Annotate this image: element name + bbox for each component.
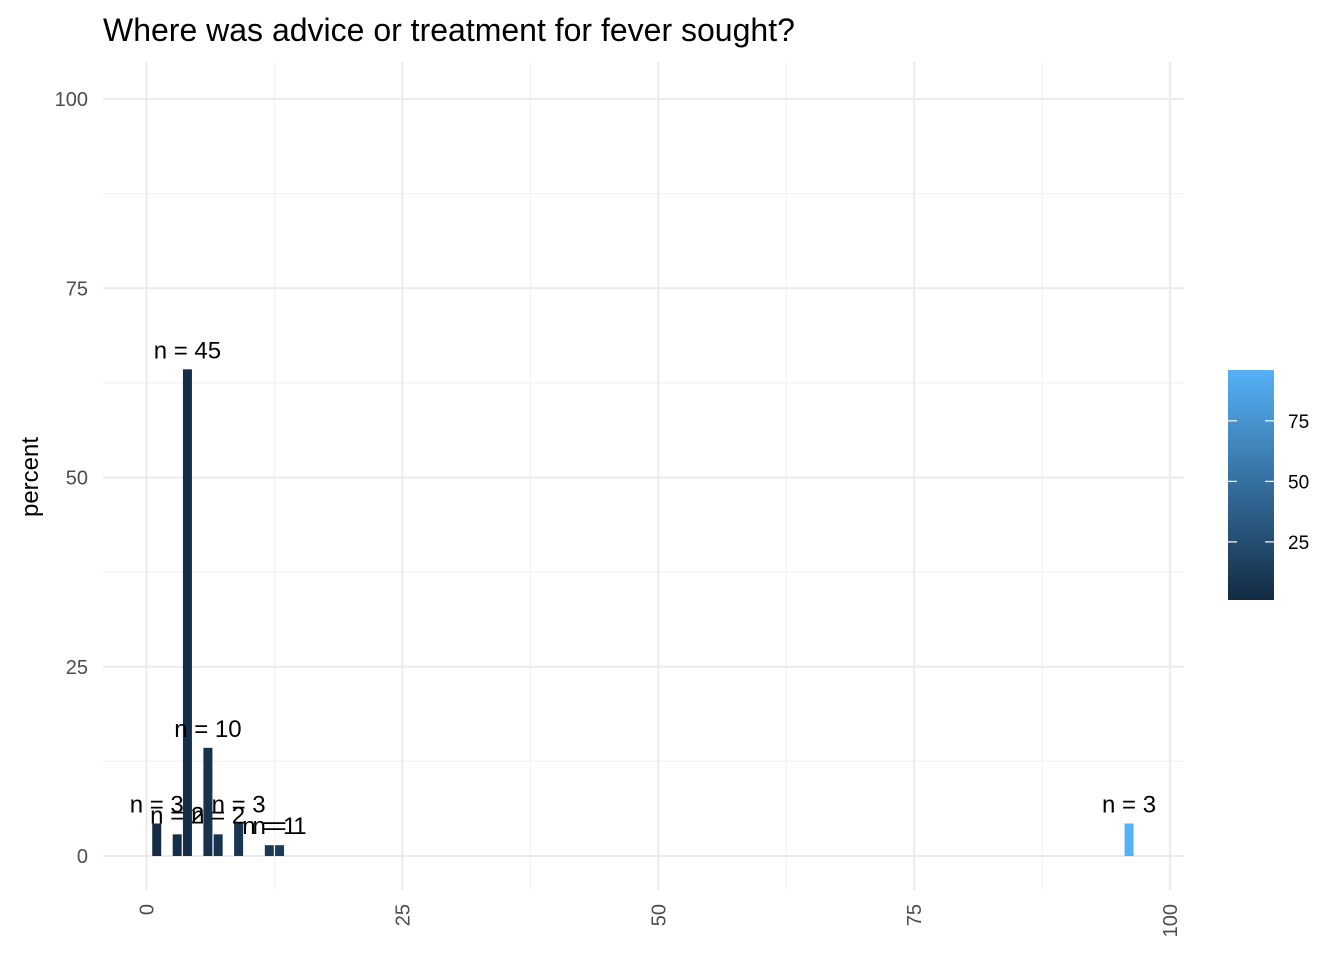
bar-data-label: n = 3 <box>130 792 184 819</box>
y-tick-label: 25 <box>66 657 88 679</box>
y-tick-label: 50 <box>66 468 88 490</box>
bar <box>213 834 223 856</box>
bar <box>264 845 274 856</box>
bar <box>152 823 162 856</box>
bar-data-label: n = 10 <box>174 716 241 743</box>
bar <box>1124 823 1134 856</box>
x-axis-ticks: 0 25 50 75 100 <box>137 904 1183 937</box>
bar <box>203 747 213 856</box>
y-tick-label: 100 <box>55 89 88 111</box>
y-axis-ticks: 0 25 50 75 100 <box>55 89 88 868</box>
colorbar-label: 50 <box>1288 472 1309 493</box>
bar-data-label: n = 1 <box>242 813 296 840</box>
bar <box>182 369 192 856</box>
bar-data-label: n = 3 <box>212 792 266 819</box>
y-tick-label: 75 <box>66 278 88 300</box>
bar-data-label: n = 2 <box>191 802 245 829</box>
chart-title: Where was advice or treatment for fever … <box>103 12 795 48</box>
grid <box>103 62 1184 890</box>
y-tick-label: 0 <box>77 846 88 868</box>
bar-data-label: n = 3 <box>1102 792 1156 819</box>
bar <box>172 834 182 856</box>
bars <box>152 369 1134 856</box>
colorbar <box>1228 370 1274 600</box>
x-tick-label: 100 <box>1160 904 1182 937</box>
bar <box>234 823 244 856</box>
colorbar-label: 25 <box>1288 533 1309 554</box>
x-tick-label: 0 <box>137 904 159 915</box>
y-axis-label: percent <box>17 437 44 517</box>
x-tick-label: 25 <box>392 904 414 926</box>
color-legend: 25 50 75 <box>1228 370 1309 600</box>
bar-data-label: n = 45 <box>154 337 221 364</box>
x-tick-label: 50 <box>648 904 670 926</box>
colorbar-label: 75 <box>1288 412 1309 433</box>
bar-data-label: n = 2 <box>150 802 204 829</box>
bar-labels: n = 3n = 2n = 45n = 10n = 2n = 3n = 1n =… <box>130 337 1156 840</box>
bar-data-label: n = 1 <box>253 813 307 840</box>
bar <box>275 845 285 856</box>
x-tick-label: 75 <box>904 904 926 926</box>
